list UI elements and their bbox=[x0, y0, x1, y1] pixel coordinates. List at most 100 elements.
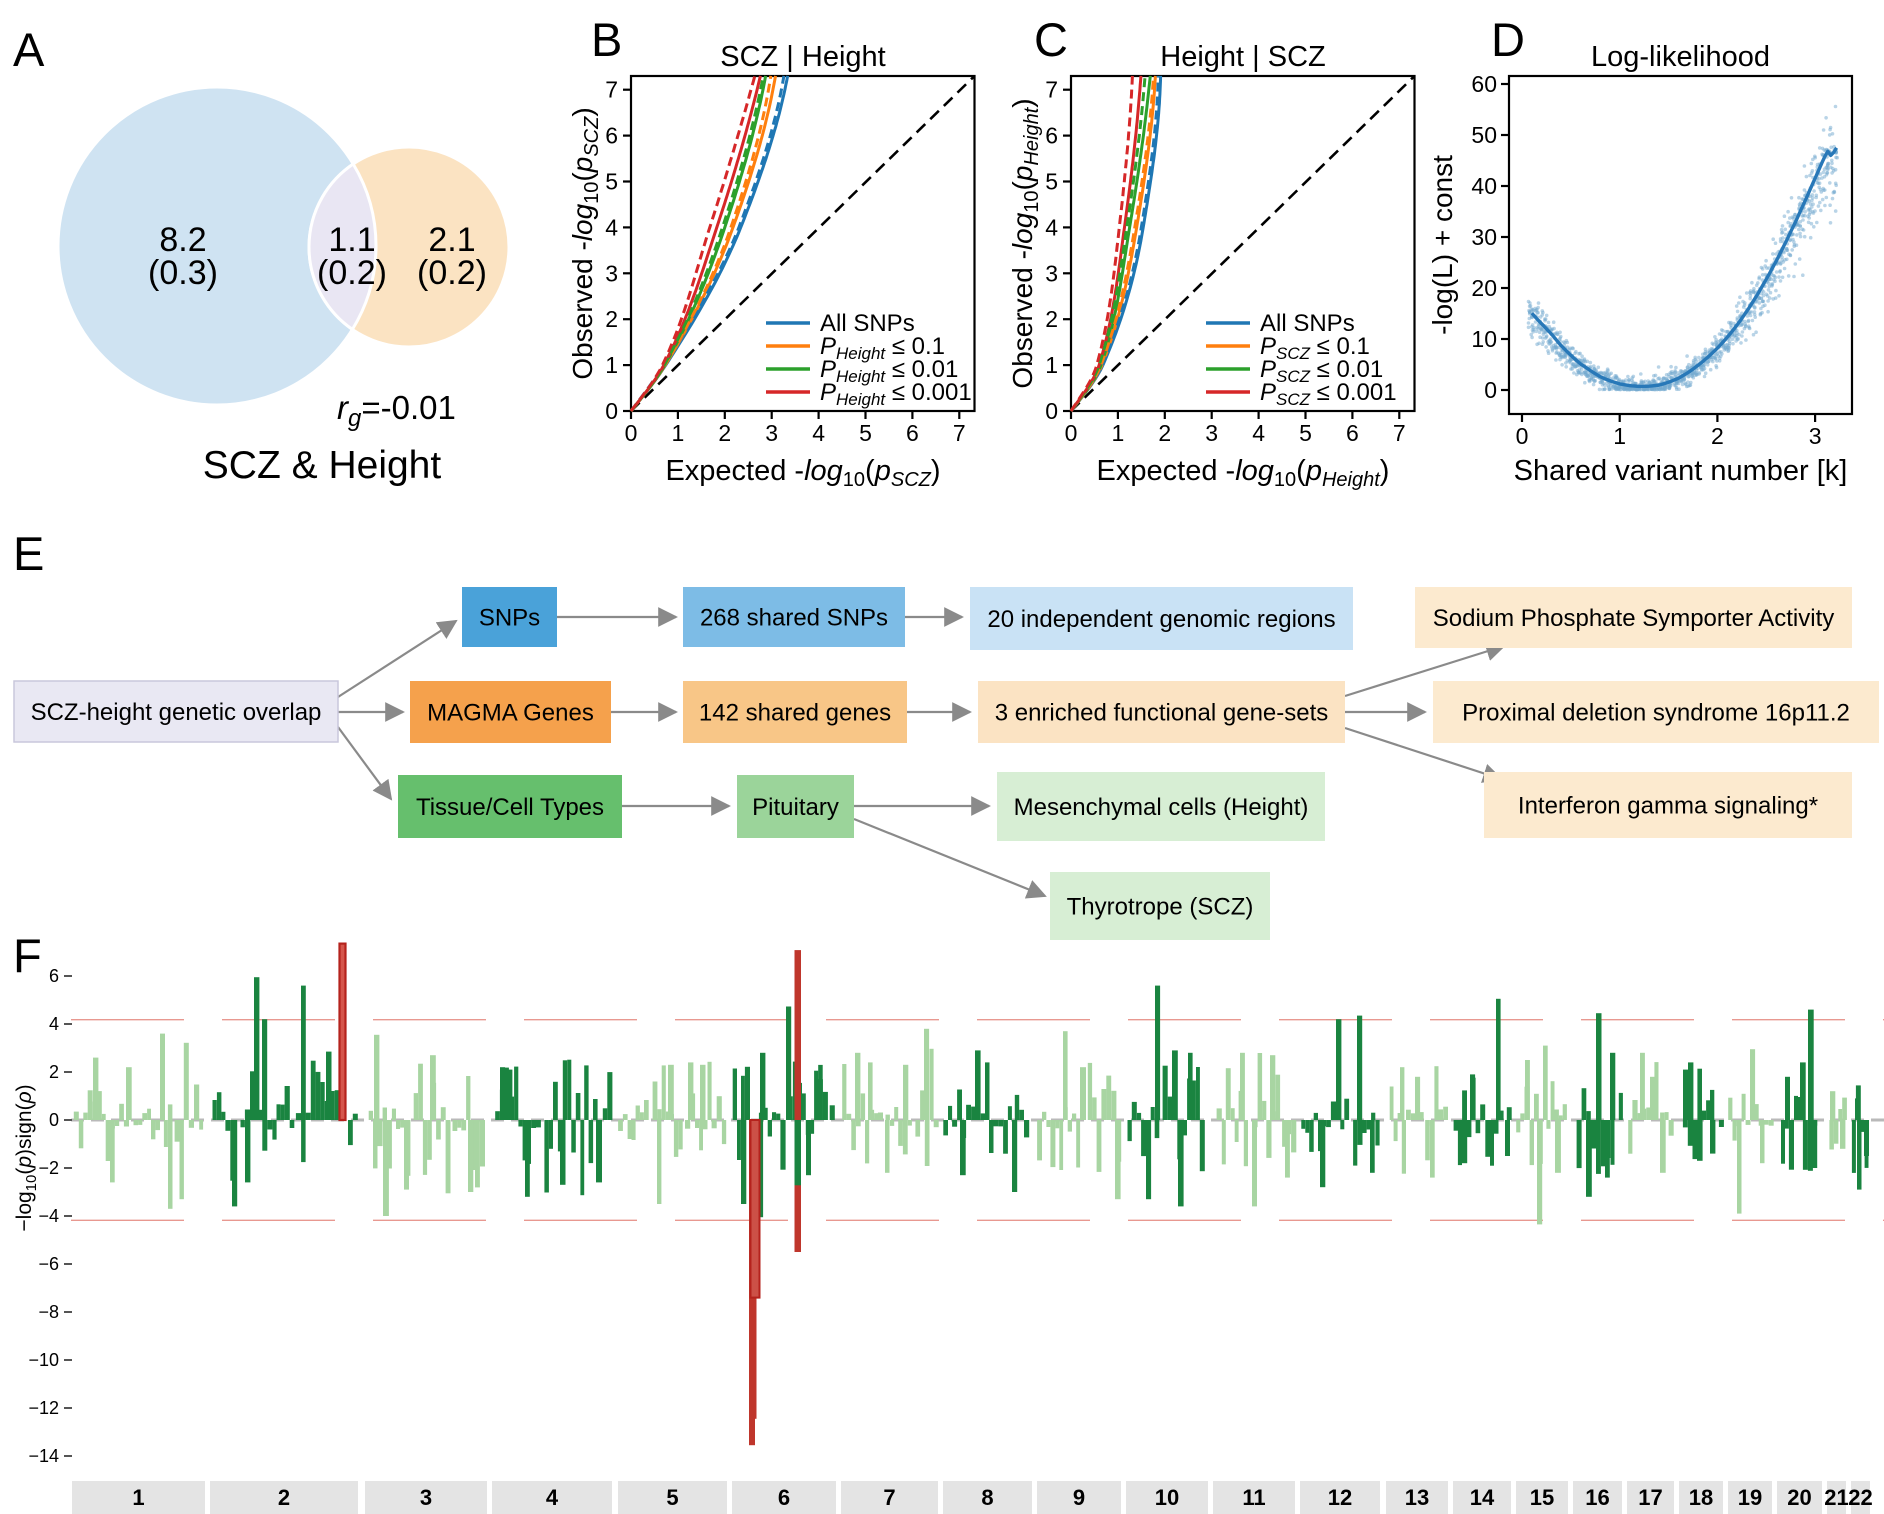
svg-text:SNPs: SNPs bbox=[479, 605, 540, 632]
svg-text:6: 6 bbox=[605, 123, 618, 149]
svg-text:SCZ-height genetic overlap: SCZ-height genetic overlap bbox=[31, 699, 322, 726]
svg-text:14: 14 bbox=[1470, 1485, 1495, 1510]
svg-text:1: 1 bbox=[605, 352, 618, 378]
svg-text:20 independent genomic regions: 20 independent genomic regions bbox=[987, 606, 1335, 633]
svg-text:Height | SCZ: Height | SCZ bbox=[1160, 41, 1325, 73]
svg-text:142 shared genes: 142 shared genes bbox=[699, 700, 891, 727]
svg-text:12: 12 bbox=[1328, 1485, 1352, 1510]
svg-text:−14: −14 bbox=[28, 1446, 59, 1466]
svg-text:7: 7 bbox=[605, 77, 618, 103]
svg-text:5: 5 bbox=[1299, 420, 1312, 446]
svg-text:5: 5 bbox=[859, 420, 872, 446]
svg-text:2: 2 bbox=[1711, 423, 1724, 449]
svg-text:6: 6 bbox=[906, 420, 919, 446]
svg-text:16: 16 bbox=[1585, 1485, 1609, 1510]
svg-text:4: 4 bbox=[1045, 214, 1058, 240]
svg-text:PHeight ≤ 0.001: PHeight ≤ 0.001 bbox=[820, 379, 972, 409]
svg-text:0: 0 bbox=[625, 420, 638, 446]
svg-text:Thyrotrope (SCZ): Thyrotrope (SCZ) bbox=[1067, 894, 1254, 921]
svg-text:C: C bbox=[1034, 13, 1068, 66]
svg-text:0: 0 bbox=[605, 398, 618, 424]
svg-text:0: 0 bbox=[1484, 377, 1497, 403]
svg-text:21: 21 bbox=[1824, 1485, 1848, 1510]
svg-text:−6: −6 bbox=[38, 1254, 59, 1274]
svg-text:−12: −12 bbox=[28, 1398, 59, 1418]
svg-text:2: 2 bbox=[1045, 306, 1058, 332]
svg-text:4: 4 bbox=[546, 1485, 559, 1510]
svg-text:4: 4 bbox=[605, 214, 618, 240]
svg-text:6: 6 bbox=[778, 1485, 790, 1510]
svg-text:8.2: 8.2 bbox=[159, 221, 206, 259]
svg-text:Expected -log10(pHeight): Expected -log10(pHeight) bbox=[1097, 455, 1390, 491]
svg-text:5: 5 bbox=[605, 169, 618, 195]
svg-text:SCZ & Height: SCZ & Height bbox=[203, 444, 442, 487]
svg-text:15: 15 bbox=[1530, 1485, 1554, 1510]
svg-text:(0.3): (0.3) bbox=[148, 254, 218, 292]
svg-text:3: 3 bbox=[765, 420, 778, 446]
svg-text:268 shared SNPs: 268 shared SNPs bbox=[700, 605, 888, 632]
svg-text:(0.2): (0.2) bbox=[317, 254, 387, 292]
svg-text:10: 10 bbox=[1471, 326, 1497, 352]
svg-text:1: 1 bbox=[1045, 352, 1058, 378]
svg-text:5: 5 bbox=[1045, 169, 1058, 195]
svg-text:−8: −8 bbox=[38, 1302, 59, 1322]
svg-text:3: 3 bbox=[1045, 260, 1058, 286]
svg-text:Mesenchymal cells (Height): Mesenchymal cells (Height) bbox=[1014, 794, 1309, 821]
svg-text:22: 22 bbox=[1848, 1485, 1872, 1510]
svg-text:SCZ | Height: SCZ | Height bbox=[720, 41, 885, 73]
svg-text:0: 0 bbox=[1065, 420, 1078, 446]
svg-text:17: 17 bbox=[1638, 1485, 1662, 1510]
svg-text:3: 3 bbox=[1205, 420, 1218, 446]
svg-text:1: 1 bbox=[1613, 423, 1626, 449]
svg-text:10: 10 bbox=[1155, 1485, 1179, 1510]
svg-text:30: 30 bbox=[1471, 224, 1497, 250]
svg-text:1: 1 bbox=[132, 1485, 144, 1510]
svg-text:−10: −10 bbox=[28, 1350, 59, 1370]
svg-text:7: 7 bbox=[1045, 77, 1058, 103]
svg-text:A: A bbox=[13, 23, 45, 76]
svg-text:2: 2 bbox=[49, 1062, 59, 1082]
svg-text:Sodium Phosphate Symporter Act: Sodium Phosphate Symporter Activity bbox=[1433, 605, 1835, 632]
svg-text:60: 60 bbox=[1471, 71, 1497, 97]
svg-text:2: 2 bbox=[718, 420, 731, 446]
svg-text:Tissue/Cell Types: Tissue/Cell Types bbox=[416, 794, 604, 821]
svg-text:3 enriched functional gene-set: 3 enriched functional gene-sets bbox=[995, 700, 1329, 727]
svg-text:50: 50 bbox=[1471, 122, 1497, 148]
svg-text:6: 6 bbox=[1346, 420, 1359, 446]
svg-text:1: 1 bbox=[672, 420, 685, 446]
svg-text:−2: −2 bbox=[38, 1158, 59, 1178]
svg-text:18: 18 bbox=[1689, 1485, 1713, 1510]
svg-text:13: 13 bbox=[1405, 1485, 1429, 1510]
svg-text:PSCZ ≤ 0.01: PSCZ ≤ 0.01 bbox=[1260, 356, 1383, 386]
svg-text:−log10(p)sign(ρ): −log10(p)sign(ρ) bbox=[13, 1084, 40, 1231]
svg-text:2: 2 bbox=[605, 306, 618, 332]
svg-text:4: 4 bbox=[812, 420, 825, 446]
svg-text:All SNPs: All SNPs bbox=[820, 310, 915, 337]
svg-text:PSCZ ≤ 0.001: PSCZ ≤ 0.001 bbox=[1260, 379, 1397, 409]
svg-text:2.1: 2.1 bbox=[428, 221, 475, 259]
svg-text:9: 9 bbox=[1073, 1485, 1085, 1510]
svg-text:F: F bbox=[13, 929, 42, 982]
svg-text:40: 40 bbox=[1471, 173, 1497, 199]
svg-text:(0.2): (0.2) bbox=[417, 254, 487, 292]
svg-text:E: E bbox=[13, 527, 44, 580]
svg-text:0: 0 bbox=[1045, 398, 1058, 424]
svg-text:0: 0 bbox=[1516, 423, 1529, 449]
svg-text:1: 1 bbox=[1112, 420, 1125, 446]
svg-text:7: 7 bbox=[883, 1485, 895, 1510]
svg-text:4: 4 bbox=[1252, 420, 1265, 446]
svg-text:6: 6 bbox=[49, 966, 59, 986]
svg-text:Log-likelihood: Log-likelihood bbox=[1591, 41, 1770, 73]
svg-text:PHeight ≤ 0.1: PHeight ≤ 0.1 bbox=[820, 333, 945, 363]
svg-text:1.1: 1.1 bbox=[328, 221, 375, 259]
svg-text:2: 2 bbox=[278, 1485, 290, 1510]
svg-text:7: 7 bbox=[953, 420, 966, 446]
svg-text:-log(L) + const: -log(L) + const bbox=[1427, 155, 1458, 335]
svg-text:Interferon gamma signaling*: Interferon gamma signaling* bbox=[1518, 793, 1818, 820]
svg-text:11: 11 bbox=[1242, 1485, 1265, 1510]
svg-text:6: 6 bbox=[1045, 123, 1058, 149]
svg-text:0: 0 bbox=[49, 1110, 59, 1130]
svg-text:−4: −4 bbox=[38, 1206, 59, 1226]
svg-text:Shared variant number [k]: Shared variant number [k] bbox=[1514, 455, 1848, 487]
svg-text:3: 3 bbox=[605, 260, 618, 286]
